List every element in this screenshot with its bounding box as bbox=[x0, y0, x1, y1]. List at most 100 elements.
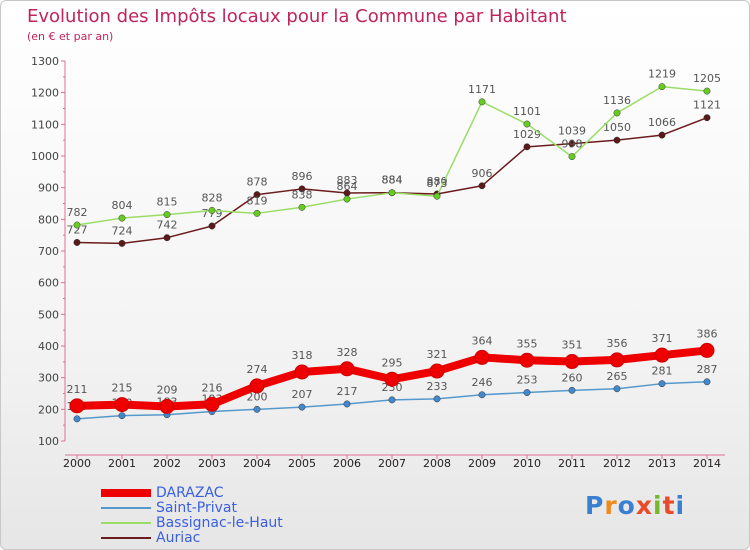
y-tick-label: 800 bbox=[38, 213, 59, 226]
legend-label-auriac: Auriac bbox=[156, 530, 201, 546]
data-label-bassignac-le-haut: 884 bbox=[382, 174, 403, 187]
y-tick-label: 1200 bbox=[31, 87, 59, 100]
data-point-auriac bbox=[703, 114, 711, 122]
data-point-saint-privat bbox=[388, 396, 396, 404]
x-tick-label: 2010 bbox=[513, 457, 541, 470]
data-point-bassignac-le-haut bbox=[568, 153, 576, 161]
x-tick-label: 2007 bbox=[378, 457, 406, 470]
data-point-darazac bbox=[384, 371, 400, 387]
data-label-bassignac-le-haut: 1171 bbox=[468, 83, 496, 96]
legend-item-auriac: Auriac bbox=[101, 530, 201, 546]
data-label-auriac: 1039 bbox=[558, 125, 586, 138]
proxiti-logo: Proxiti bbox=[585, 491, 685, 520]
data-point-darazac bbox=[519, 352, 535, 368]
data-label-bassignac-le-haut: 838 bbox=[292, 188, 313, 201]
y-tick-label: 100 bbox=[38, 435, 59, 448]
data-label-bassignac-le-haut: 1101 bbox=[513, 105, 541, 118]
x-tick-label: 2008 bbox=[423, 457, 451, 470]
data-point-darazac bbox=[474, 349, 490, 365]
data-point-auriac bbox=[163, 234, 171, 242]
data-point-bassignac-le-haut bbox=[73, 221, 81, 229]
data-label-auriac: 883 bbox=[337, 174, 358, 187]
data-point-saint-privat bbox=[613, 385, 621, 393]
legend-label-saint-privat: Saint-Privat bbox=[156, 500, 237, 516]
data-point-saint-privat bbox=[658, 380, 666, 388]
data-label-bassignac-le-haut: 1136 bbox=[603, 94, 631, 107]
legend-swatch-darazac bbox=[101, 489, 151, 497]
data-point-auriac bbox=[523, 143, 531, 151]
data-label-auriac: 742 bbox=[157, 219, 178, 232]
data-label-auriac: 906 bbox=[472, 167, 493, 180]
legend-item-saint-privat: Saint-Privat bbox=[101, 500, 237, 516]
data-label-bassignac-le-haut: 873 bbox=[427, 177, 448, 190]
data-point-saint-privat bbox=[343, 400, 351, 408]
data-point-auriac bbox=[658, 131, 666, 139]
y-tick-label: 1000 bbox=[31, 150, 59, 163]
data-point-saint-privat bbox=[433, 395, 441, 403]
data-point-saint-privat bbox=[703, 378, 711, 386]
data-label-darazac: 215 bbox=[112, 382, 133, 395]
data-label-bassignac-le-haut: 998 bbox=[562, 138, 583, 151]
x-tick-label: 2011 bbox=[558, 457, 586, 470]
data-label-darazac: 295 bbox=[382, 356, 403, 369]
data-point-darazac bbox=[114, 397, 130, 413]
data-label-bassignac-le-haut: 782 bbox=[67, 206, 88, 219]
data-point-auriac bbox=[73, 239, 81, 246]
data-label-bassignac-le-haut: 804 bbox=[112, 199, 133, 212]
data-point-darazac bbox=[654, 347, 670, 363]
data-point-saint-privat bbox=[73, 415, 81, 423]
data-label-darazac: 355 bbox=[517, 337, 538, 350]
data-label-darazac: 356 bbox=[607, 337, 628, 350]
x-tick-label: 2004 bbox=[243, 457, 271, 470]
logo-letter-i1: i bbox=[653, 491, 663, 520]
data-point-saint-privat bbox=[523, 389, 531, 396]
data-point-bassignac-le-haut bbox=[523, 120, 531, 128]
data-point-saint-privat bbox=[253, 405, 261, 413]
legend-item-bassignac-le-haut: Bassignac-le-Haut bbox=[101, 515, 283, 531]
legend-item-darazac: DARAZAC bbox=[101, 485, 224, 501]
data-point-darazac bbox=[204, 396, 220, 412]
data-label-saint-privat: 246 bbox=[472, 376, 493, 389]
logo-letter-r: r bbox=[604, 491, 618, 520]
y-tick-label: 900 bbox=[38, 182, 59, 195]
x-tick-label: 2012 bbox=[603, 457, 631, 470]
data-point-auriac bbox=[298, 185, 306, 193]
data-point-darazac bbox=[69, 398, 85, 414]
data-label-saint-privat: 265 bbox=[607, 370, 628, 383]
data-label-auriac: 884 bbox=[382, 174, 403, 187]
data-label-saint-privat: 207 bbox=[292, 388, 313, 401]
data-point-saint-privat bbox=[298, 403, 306, 411]
legend-label-darazac: DARAZAC bbox=[156, 485, 224, 501]
y-tick-label: 1100 bbox=[31, 118, 59, 131]
y-tick-label: 1300 bbox=[31, 55, 59, 68]
y-tick-label: 700 bbox=[38, 245, 59, 258]
data-label-bassignac-le-haut: 1219 bbox=[648, 68, 676, 81]
data-point-bassignac-le-haut bbox=[298, 203, 306, 211]
legend-swatch-auriac bbox=[101, 537, 151, 539]
data-point-saint-privat bbox=[478, 391, 486, 399]
data-point-bassignac-le-haut bbox=[658, 83, 666, 91]
logo-letter-x: x bbox=[635, 491, 653, 520]
data-label-saint-privat: 217 bbox=[337, 385, 358, 398]
data-label-saint-privat: 253 bbox=[517, 374, 538, 387]
y-tick-label: 200 bbox=[38, 403, 59, 416]
data-point-bassignac-le-haut bbox=[343, 195, 351, 203]
data-point-auriac bbox=[613, 136, 621, 144]
x-tick-label: 2009 bbox=[468, 457, 496, 470]
chart-subtitle: (en € et par an) bbox=[27, 30, 114, 43]
x-tick-label: 2002 bbox=[153, 457, 181, 470]
data-label-auriac: 878 bbox=[247, 176, 268, 189]
data-point-auriac bbox=[568, 140, 576, 148]
data-label-darazac: 364 bbox=[472, 334, 493, 347]
data-label-bassignac-le-haut: 819 bbox=[247, 194, 268, 207]
data-label-darazac: 318 bbox=[292, 349, 313, 362]
data-point-saint-privat bbox=[568, 386, 576, 394]
y-tick-label: 600 bbox=[38, 277, 59, 290]
data-label-saint-privat: 233 bbox=[427, 380, 448, 393]
logo-letter-t: t bbox=[662, 491, 676, 520]
data-point-bassignac-le-haut bbox=[253, 209, 261, 217]
y-tick-label: 500 bbox=[38, 308, 59, 321]
data-label-bassignac-le-haut: 828 bbox=[202, 191, 223, 204]
data-label-darazac: 216 bbox=[202, 381, 223, 394]
